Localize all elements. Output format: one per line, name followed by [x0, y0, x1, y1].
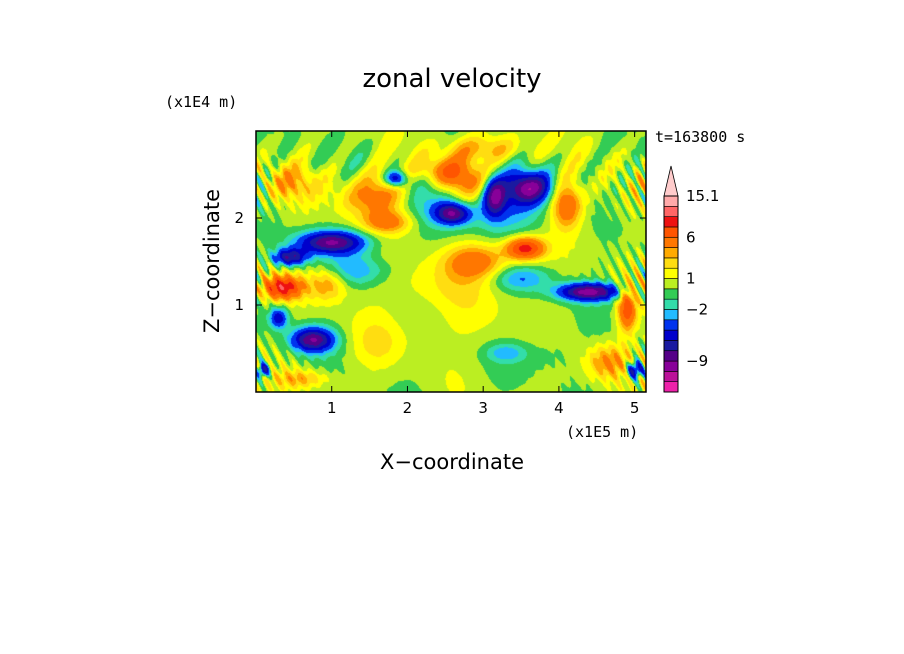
colorbar-swatch — [663, 226, 679, 238]
colorbar-label: −2 — [686, 300, 708, 318]
colorbar-swatch — [663, 319, 679, 331]
colorbar-swatch — [663, 247, 679, 259]
y-unit-label: (x1E4 m) — [165, 93, 237, 111]
colorbar-swatch — [663, 350, 679, 362]
colorbar-swatch — [663, 267, 679, 279]
colorbar-swatch — [663, 371, 679, 382]
colorbar-swatch — [663, 309, 679, 321]
colorbar: 15.1 6 1 −2 −9 — [663, 165, 719, 393]
colorbar-swatch — [663, 288, 679, 300]
y-tick-label: 2 — [234, 209, 244, 227]
colorbar-swatch — [663, 195, 679, 207]
zonal-velocity-field — [256, 131, 646, 392]
colorbar-swatch — [663, 298, 679, 310]
x-tick-label: 4 — [554, 399, 564, 417]
x-tick-label: 3 — [478, 399, 488, 417]
colorbar-extension — [663, 165, 679, 197]
plot-frame — [255, 130, 647, 393]
colorbar-swatch — [663, 329, 679, 341]
chart-title: zonal velocity — [362, 64, 541, 94]
colorbar-label: −9 — [686, 352, 708, 370]
x-axis-label: X−coordinate — [380, 450, 524, 474]
time-label: t=163800 s — [655, 128, 745, 146]
colorbar-frame — [663, 195, 679, 393]
colorbar-label: 15.1 — [686, 187, 719, 205]
y-axis-label: Z−coordinate — [200, 189, 224, 333]
colorbar-label: 6 — [686, 228, 696, 246]
x-axis-ticks: 1 2 3 4 5 — [327, 131, 639, 417]
colorbar-swatch — [663, 278, 679, 290]
colorbar-swatch — [663, 381, 679, 393]
colorbar-swatch — [663, 257, 679, 269]
y-tick-label: 1 — [234, 296, 244, 314]
x-tick-label: 5 — [630, 399, 640, 417]
colorbar-label: 1 — [686, 270, 696, 288]
colorbar-swatch — [663, 206, 679, 217]
colorbar-swatch — [663, 340, 679, 352]
x-tick-label: 2 — [403, 399, 413, 417]
colorbar-swatch — [663, 236, 679, 248]
colorbar-swatch — [663, 216, 679, 228]
x-tick-label: 1 — [327, 399, 337, 417]
y-axis-ticks: 12 — [234, 209, 646, 314]
x-unit-label: (x1E5 m) — [566, 423, 638, 441]
colorbar-swatch — [663, 360, 679, 372]
